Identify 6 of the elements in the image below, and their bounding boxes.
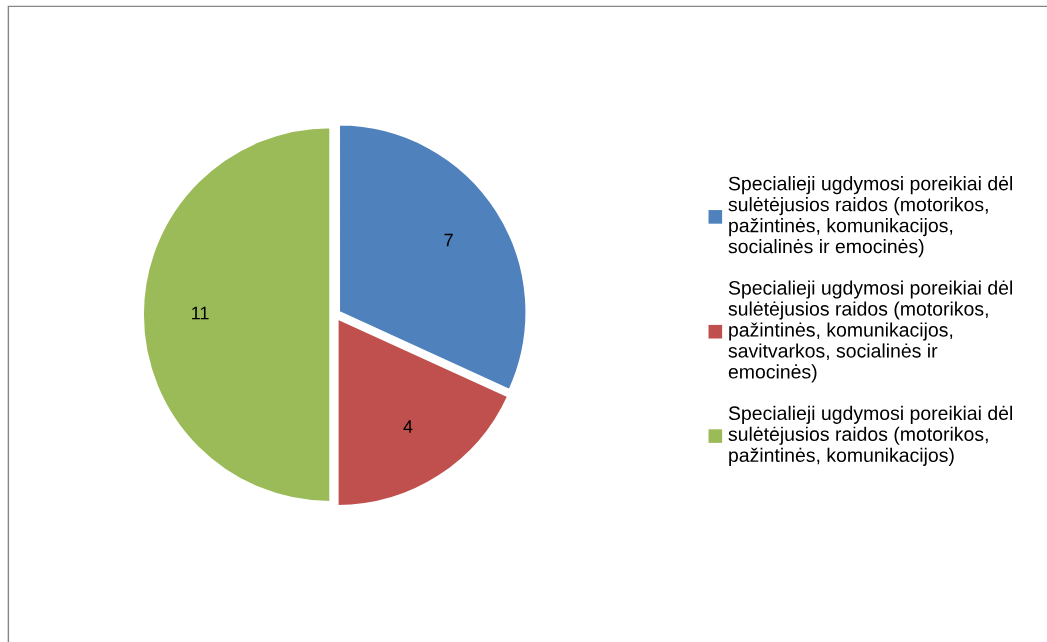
- legend-label: Specialieji ugdymosi poreikiai dėl sulėtėjusios raidos (motorikos, pažintinės, komunikacijos, savitvarkos, socialinės ir emocinės): [728, 280, 1012, 383]
- legend-label: Specialieji ugdymosi poreikiai dėl sulėtėjusios raidos (motorikos, pažintinės, komunikacijos): [728, 405, 1012, 466]
- data-label: 11: [192, 306, 209, 320]
- legend-label: Specialieji ugdymosi poreikiai dėl sulėtėjusios raidos (motorikos, pažintinės, komunikacijos, socialinės ir emocinės): [728, 176, 1012, 258]
- data-label: 7: [444, 233, 453, 247]
- data-label: 4: [403, 420, 413, 433]
